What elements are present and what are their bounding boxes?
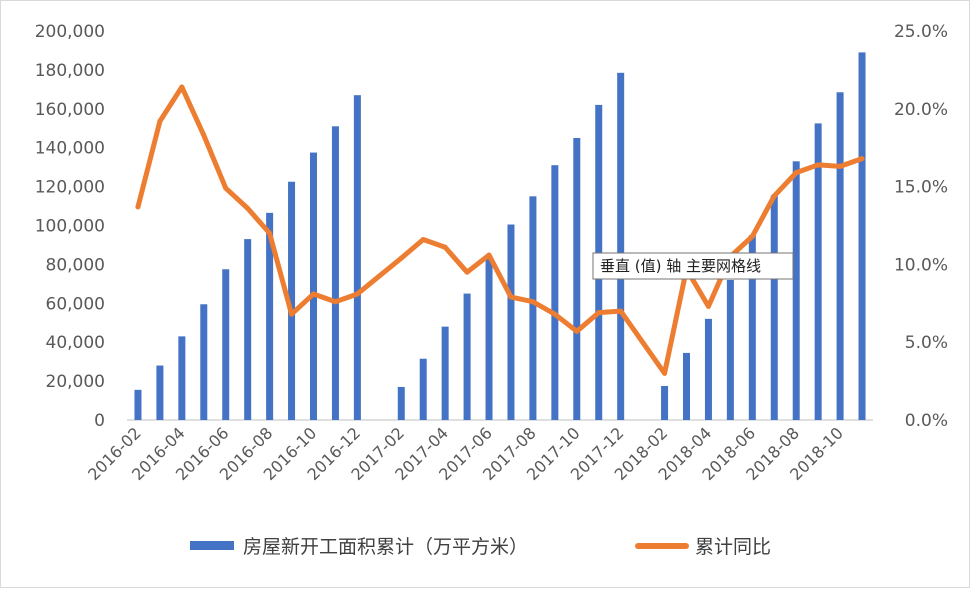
line-point (859, 156, 865, 162)
line-point (530, 299, 536, 305)
line-point (311, 291, 316, 297)
bar (244, 239, 252, 420)
line-point (574, 328, 580, 334)
left-tick-label: 120,000 (35, 178, 105, 198)
bar (726, 279, 734, 420)
left-tick-label: 80,000 (46, 255, 105, 275)
left-tick-label: 200,000 (35, 22, 105, 42)
line-point (596, 310, 602, 316)
bar (748, 235, 756, 420)
bar (419, 358, 427, 420)
line-point (815, 162, 821, 168)
left-tick-label: 0 (94, 411, 105, 431)
left-tick-label: 100,000 (35, 217, 105, 237)
line-point (354, 291, 360, 297)
line-point (486, 252, 492, 258)
bar (858, 52, 866, 421)
bar (200, 304, 208, 420)
legend-line-label: 累计同比 (695, 536, 771, 558)
right-tick-label: 0.0% (905, 411, 948, 431)
bar (288, 181, 296, 420)
line-point (793, 170, 799, 176)
bar-series (134, 52, 866, 421)
bar (156, 365, 164, 420)
left-tick-label: 140,000 (35, 139, 105, 159)
bar (770, 195, 778, 420)
line-point (464, 269, 470, 275)
left-tick-label: 160,000 (35, 100, 105, 120)
left-tick-label: 180,000 (35, 61, 105, 81)
bar (485, 256, 493, 420)
right-tick-label: 5.0% (905, 333, 948, 353)
right-tick-label: 10.0% (894, 255, 948, 275)
bar (507, 224, 515, 420)
line-point (442, 244, 448, 250)
bar (814, 123, 822, 420)
line-point (398, 255, 404, 261)
legend-bar-swatch (190, 541, 234, 550)
bar (397, 386, 405, 420)
bar (529, 196, 537, 420)
bar (441, 326, 449, 420)
line-point (157, 118, 163, 124)
line-point (179, 84, 185, 90)
right-tick-label: 15.0% (894, 178, 948, 198)
x-axis-ticks: 2016-022016-042016-062016-082016-102016-… (84, 423, 847, 484)
line-point (705, 303, 711, 309)
line-series (135, 84, 865, 376)
bar (551, 165, 559, 420)
line-path (135, 84, 865, 376)
bar (310, 152, 317, 420)
bar (134, 389, 142, 420)
bar (222, 269, 230, 420)
line-point (771, 193, 777, 199)
bar (661, 385, 669, 420)
line-point (837, 163, 843, 169)
right-axis-ticks: 0.0% 5.0% 10.0% 15.0% 20.0% 25.0% (894, 22, 948, 431)
line-point (618, 308, 624, 314)
line-point (223, 185, 229, 191)
bar (704, 318, 712, 420)
bar (573, 137, 581, 421)
legend: 房屋新开工面积累计（万平方米） 累计同比 (190, 536, 771, 558)
right-tick-label: 20.0% (894, 100, 948, 120)
left-tick-label: 40,000 (46, 333, 105, 353)
bar (178, 336, 186, 420)
tooltip-box (592, 252, 794, 280)
line-point (267, 230, 273, 236)
line-point (201, 132, 207, 138)
line-point (420, 237, 426, 242)
tooltip-text: 垂直 (值) 轴 主要网格线 (600, 257, 761, 275)
tooltip: 垂直 (值) 轴 主要网格线 (592, 252, 794, 280)
line-point (332, 299, 338, 305)
bar (266, 212, 274, 420)
left-tick-label: 20,000 (46, 372, 105, 392)
bar (617, 72, 625, 420)
line-point (552, 311, 558, 317)
right-tick-label: 25.0% (894, 22, 948, 42)
bar (792, 161, 800, 420)
line-point (289, 311, 295, 317)
bar (683, 352, 690, 420)
bar (353, 95, 361, 420)
line-point (135, 204, 141, 210)
line-point (662, 370, 668, 376)
left-tick-label: 60,000 (46, 294, 105, 314)
line-point (749, 233, 755, 239)
line-point (508, 294, 514, 300)
bar (463, 293, 471, 420)
left-axis-ticks: 0 20,000 40,000 60,000 80,000 100,000 120,000 1… (35, 22, 105, 431)
bar (836, 92, 844, 421)
bar (331, 126, 339, 420)
line-point (245, 205, 251, 211)
legend-bar-label: 房屋新开工面积累计（万平方米） (243, 536, 528, 558)
